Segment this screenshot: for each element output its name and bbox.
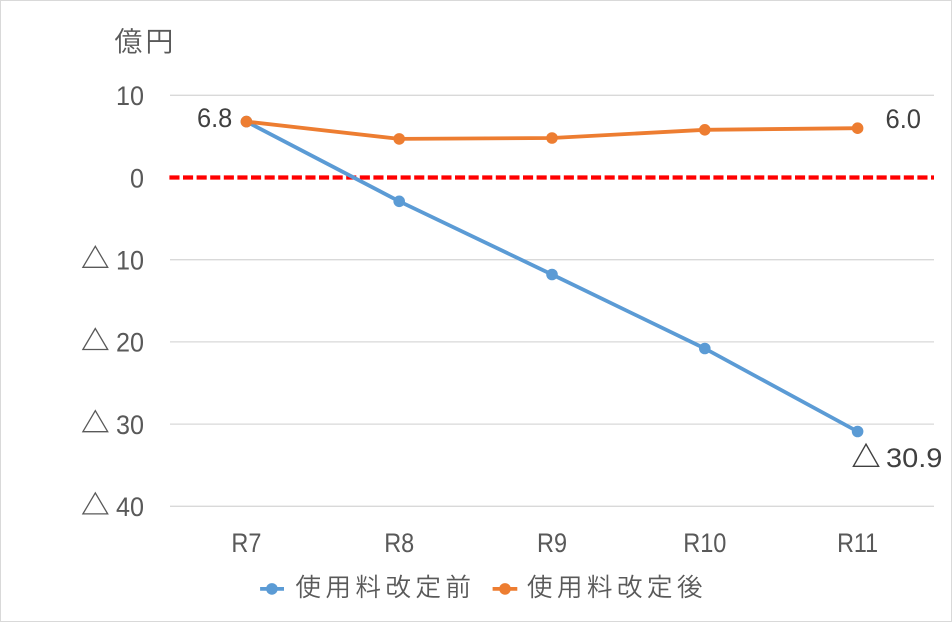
svg-text:10: 10 <box>116 246 144 276</box>
svg-text:30.9: 30.9 <box>886 443 942 473</box>
svg-text:R7: R7 <box>231 528 261 558</box>
svg-text:R8: R8 <box>384 528 414 558</box>
svg-text:6.0: 6.0 <box>886 104 922 134</box>
svg-text:R9: R9 <box>537 528 567 558</box>
svg-text:30: 30 <box>116 410 144 440</box>
svg-text:R11: R11 <box>837 528 878 558</box>
svg-text:10: 10 <box>116 81 144 111</box>
svg-text:R10: R10 <box>683 528 726 558</box>
svg-text:40: 40 <box>116 492 144 522</box>
svg-text:6.8: 6.8 <box>197 103 232 133</box>
svg-text:0: 0 <box>130 163 144 193</box>
svg-text:20: 20 <box>116 328 144 358</box>
